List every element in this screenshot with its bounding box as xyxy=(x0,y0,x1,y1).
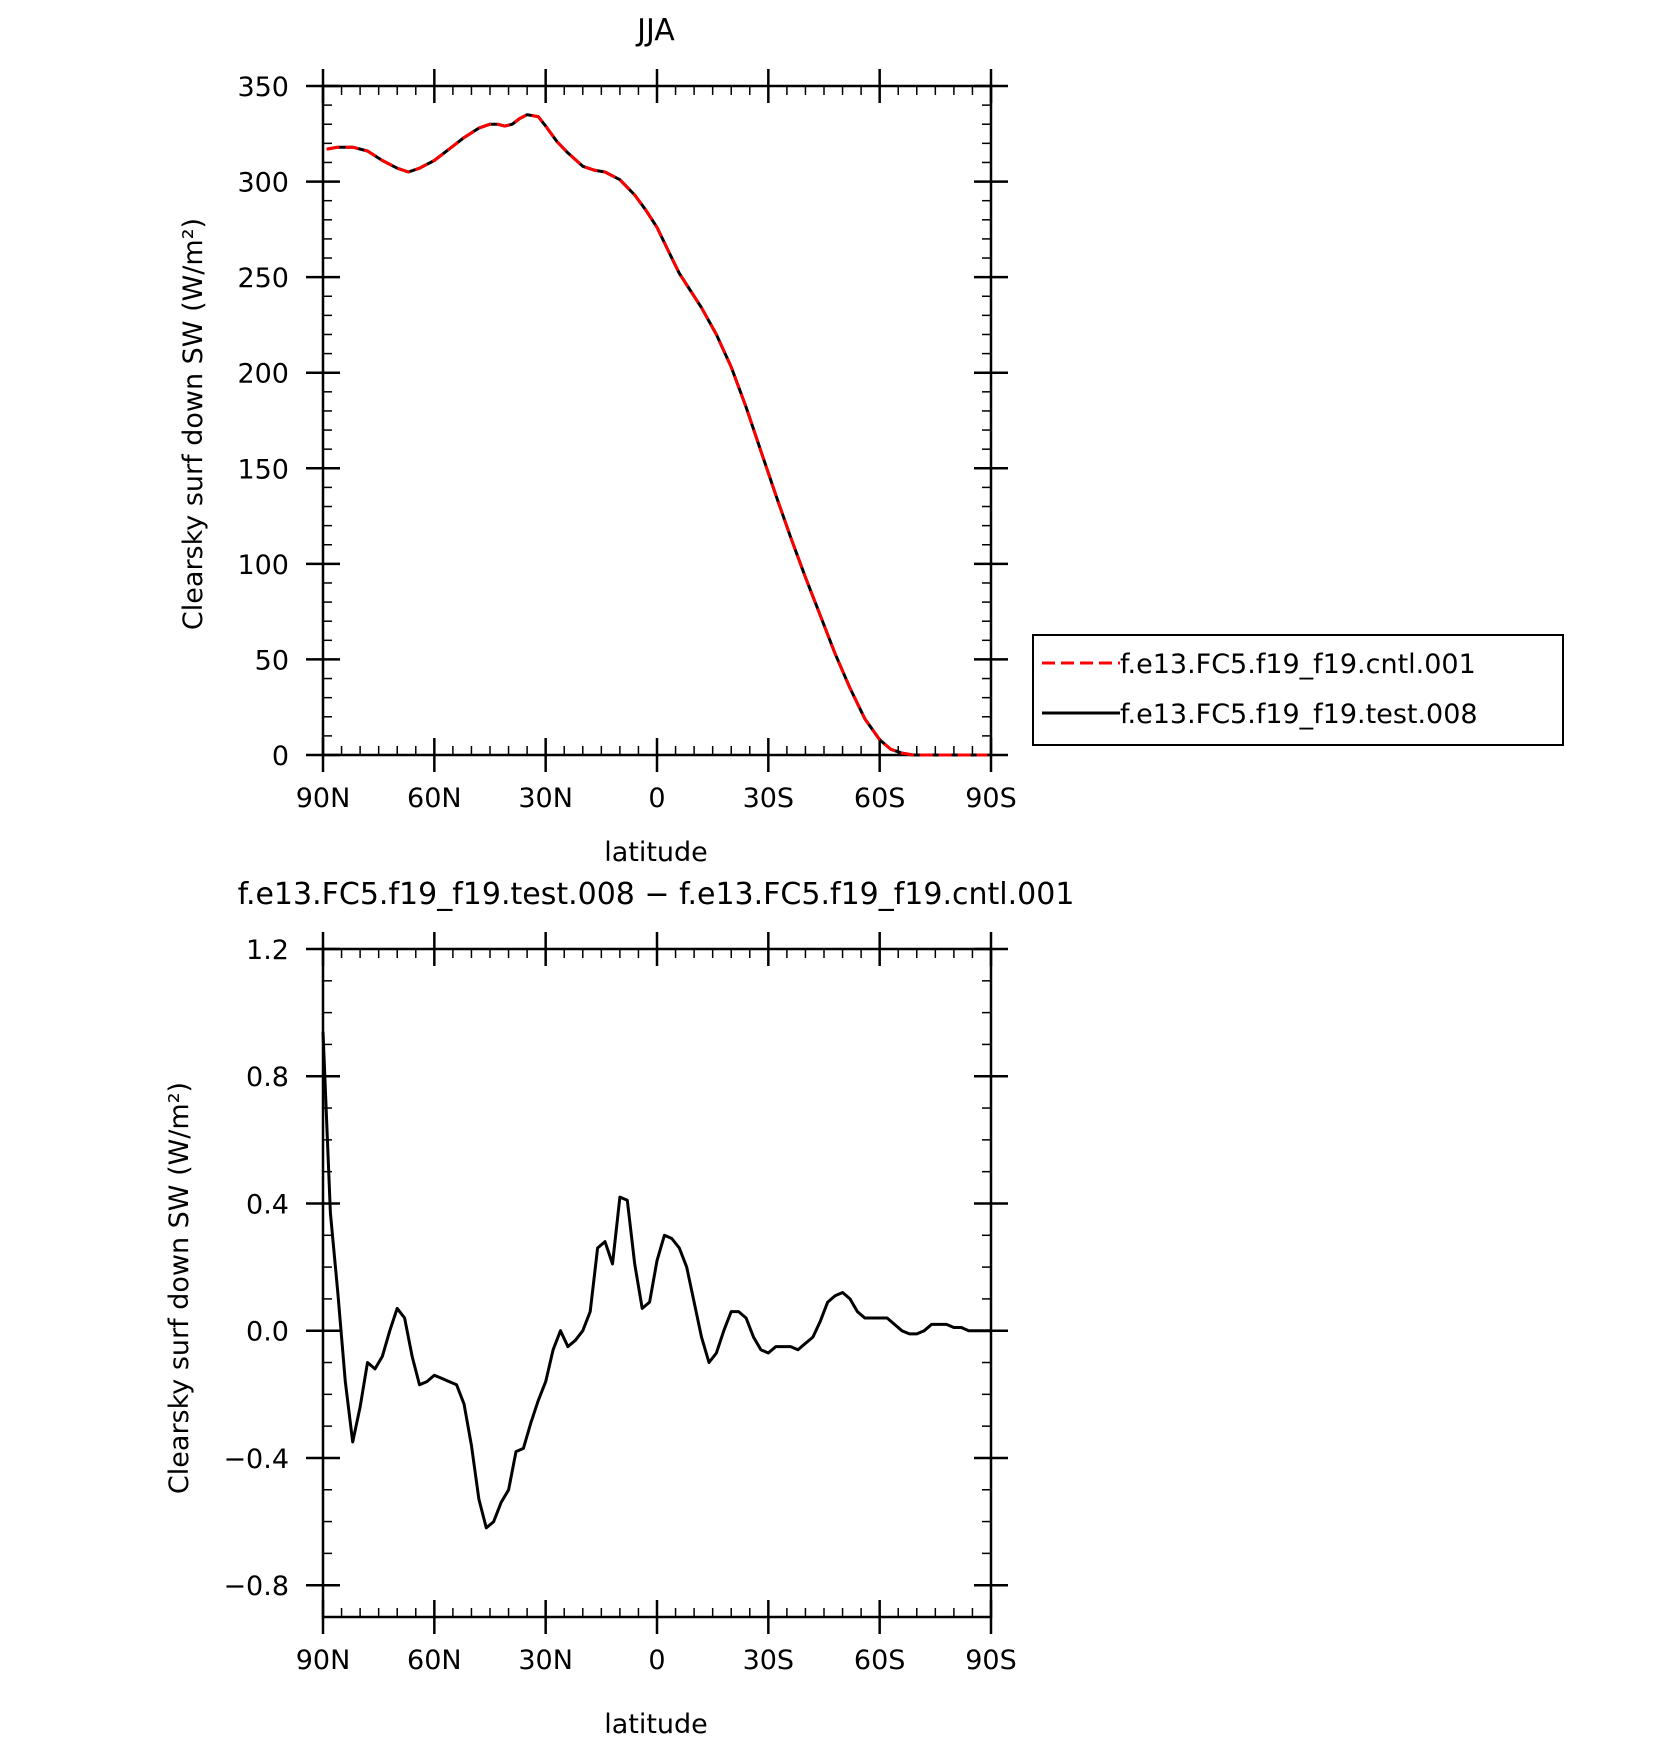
top-x-tick-label: 90S xyxy=(965,783,1017,814)
top-x-tick-label: 0 xyxy=(648,783,665,814)
top-chart-title: JJA xyxy=(635,13,675,48)
top-y-tick-label: 100 xyxy=(237,550,289,581)
bottom-y-tick-label: −0.4 xyxy=(223,1444,289,1475)
bottom-x-tick-label: 60S xyxy=(854,1645,906,1676)
bottom-x-tick-label: 90N xyxy=(296,1645,351,1676)
top-x-tick-label: 30S xyxy=(743,783,795,814)
legend-box xyxy=(1032,634,1564,746)
top-series-line-0 xyxy=(326,113,988,757)
legend-label-cntl: f.e13.FC5.f19_f19.cntl.001 xyxy=(1120,649,1476,680)
bottom-chart-y-axis-label: Clearsky surf down SW (W/m²) xyxy=(164,1082,195,1494)
top-chart-tick-labels: 90N 60N 30N 0 30S 60S 90S 0 50 100 150 200 250 300 350 xyxy=(237,72,1016,814)
bottom-chart-series xyxy=(321,1031,991,1530)
bottom-chart-tick-labels: 90N 60N 30N 0 30S 60S 90S 1.2 0.8 0.4 0.0 −0.4 −0.8 xyxy=(223,935,1016,1676)
top-chart-series xyxy=(326,113,988,757)
top-x-tick-label: 60S xyxy=(854,783,906,814)
top-y-tick-label: 50 xyxy=(255,645,289,676)
bottom-series-line-0 xyxy=(321,1031,991,1530)
bottom-x-tick-label: 60N xyxy=(407,1645,462,1676)
top-y-tick-label: 250 xyxy=(237,263,289,294)
top-chart-axes xyxy=(306,69,1008,772)
bottom-x-tick-label: 30N xyxy=(518,1645,573,1676)
bottom-y-tick-label: 0.0 xyxy=(246,1317,289,1348)
legend: f.e13.FC5.f19_f19.cntl.001 f.e13.FC5.f19… xyxy=(1032,634,1564,746)
bottom-y-tick-label: −0.8 xyxy=(223,1571,289,1602)
top-y-tick-label: 150 xyxy=(237,454,289,485)
legend-label-test: f.e13.FC5.f19_f19.test.008 xyxy=(1120,699,1478,730)
top-y-tick-label: 200 xyxy=(237,359,289,390)
top-y-tick-label: 0 xyxy=(272,741,289,772)
bottom-y-tick-label: 0.4 xyxy=(246,1189,289,1220)
top-x-tick-label: 60N xyxy=(407,783,462,814)
bottom-chart-axes xyxy=(306,932,1008,1634)
bottom-chart-x-axis-label: latitude xyxy=(604,1709,708,1740)
top-x-tick-label: 90N xyxy=(296,783,351,814)
bottom-x-tick-label: 30S xyxy=(743,1645,795,1676)
top-chart-x-axis-label: latitude xyxy=(604,837,708,868)
bottom-y-tick-label: 0.8 xyxy=(246,1062,289,1093)
bottom-x-tick-label: 0 xyxy=(648,1645,665,1676)
bottom-chart-title: f.e13.FC5.f19_f19.test.008 − f.e13.FC5.f… xyxy=(238,877,1075,912)
bottom-x-tick-label: 90S xyxy=(965,1645,1017,1676)
bottom-y-tick-label: 1.2 xyxy=(246,935,289,966)
top-x-tick-label: 30N xyxy=(518,783,573,814)
top-chart: JJA Clearsky surf down SW (W/m²) latitud… xyxy=(178,13,1017,868)
top-chart-y-axis-label: Clearsky surf down SW (W/m²) xyxy=(178,218,209,630)
top-y-tick-label: 350 xyxy=(237,72,289,103)
top-y-tick-label: 300 xyxy=(237,168,289,199)
bottom-chart: f.e13.FC5.f19_f19.test.008 − f.e13.FC5.f… xyxy=(164,877,1074,1740)
